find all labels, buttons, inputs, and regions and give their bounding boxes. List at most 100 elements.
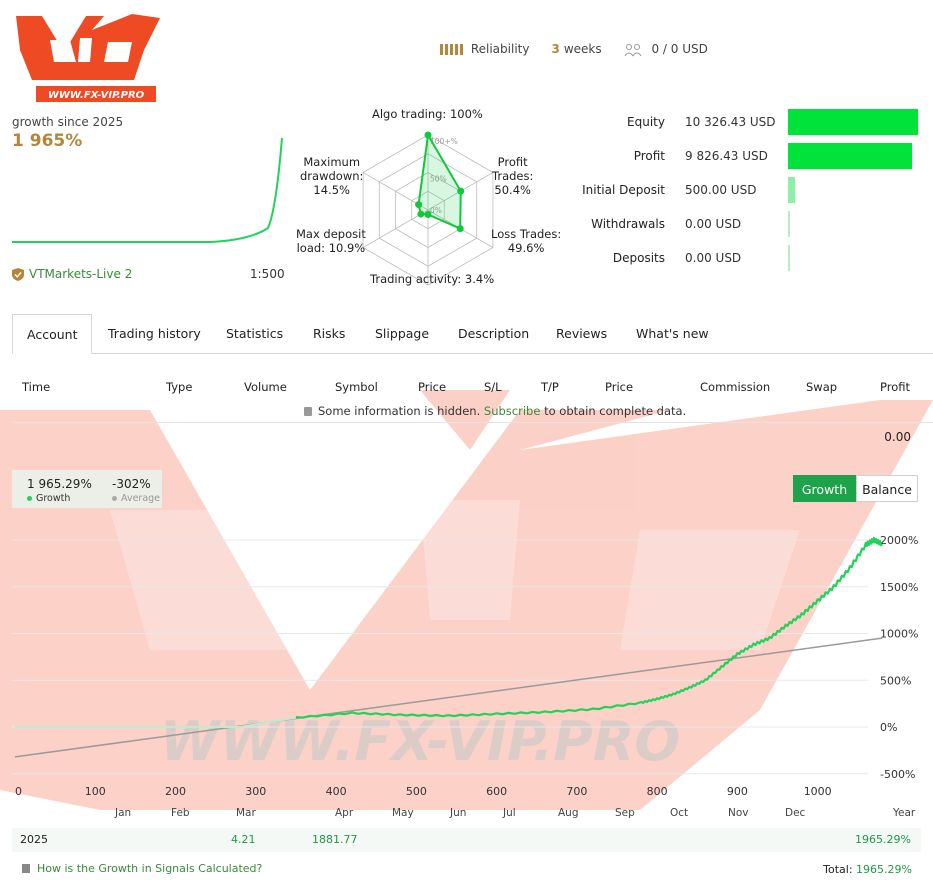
x-tick-label: 300 (245, 785, 266, 798)
account-row-value: 9 826.43 USD (685, 149, 768, 163)
tab-description[interactable]: Description (458, 326, 530, 341)
x-tick-label: 100 (85, 785, 106, 798)
month-label: Mar (236, 807, 256, 819)
column-header[interactable]: Price (418, 380, 447, 394)
footer-total: Total: 1965.29% (823, 863, 912, 876)
month-label: Oct (670, 807, 689, 819)
tab-what-s-new[interactable]: What's new (636, 326, 709, 341)
radar-chart: 100+% 50% 0% (362, 131, 494, 286)
column-header[interactable]: Profit (880, 380, 910, 394)
column-header[interactable]: Symbol (335, 380, 378, 394)
year-row: 2025 4.21 1881.77 1965.29% (12, 828, 921, 852)
radar-label-max-drawdown: Maximum drawdown: 14.5% (300, 155, 363, 197)
average-series-line (14, 637, 883, 758)
account-row-label: Withdrawals (591, 217, 665, 231)
radar-maxdd-line3: 14.5% (313, 183, 350, 197)
legend-growth[interactable]: Growth (27, 493, 70, 504)
radar-maxdep-line2: load: 10.9% (296, 241, 366, 255)
lock-icon (304, 407, 312, 416)
subscribers: 0 / 0 USD (624, 42, 708, 57)
growth-button[interactable]: Growth (793, 475, 856, 502)
tab-reviews[interactable]: Reviews (556, 326, 608, 341)
reliability-bars-icon (440, 44, 463, 56)
growth-dot-icon (27, 496, 32, 501)
x-tick-label: 600 (486, 785, 507, 798)
column-header[interactable]: Swap (806, 380, 838, 394)
account-row-bar (788, 245, 790, 271)
radar-profit-line1: Profit (497, 155, 528, 169)
legend-average-value: -302% (112, 477, 151, 491)
balance-button[interactable]: Balance (856, 475, 918, 502)
radar-point (417, 210, 425, 218)
weeks-label: weeks (563, 42, 602, 57)
growth-series-line-faint (15, 716, 297, 728)
column-header[interactable]: S/L (484, 380, 502, 394)
radar-loss-line1: Loss Trades: (491, 227, 562, 241)
legend-average[interactable]: Average (112, 493, 160, 504)
account-row-label: Initial Deposit (582, 183, 665, 197)
growth-calculation-link[interactable]: How is the Growth in Signals Calculated? (22, 862, 262, 875)
growth-chart: 2000% 1500% 1000% 500% 0% -500% 0 100 200 300 400 5… (12, 534, 918, 798)
column-header[interactable]: Type (166, 380, 193, 394)
reliability[interactable]: Reliability (440, 42, 529, 56)
chart-legend: 1 965.29% Growth -302% Average (12, 470, 162, 508)
column-header[interactable]: Price (605, 380, 634, 394)
info-icon (22, 864, 30, 873)
account-row-value: 10 326.43 USD (685, 115, 776, 129)
month-label: Jun (450, 807, 467, 819)
month-label: Aug (558, 807, 579, 819)
radar-maxdd-line1: Maximum (303, 155, 361, 169)
account-row-label: Profit (633, 149, 665, 163)
year-apr-value: 1881.77 (312, 833, 358, 846)
column-header[interactable]: Volume (244, 380, 287, 394)
month-label: Jul (503, 807, 516, 819)
y-tick-label: -500% (880, 768, 915, 781)
y-tick-label: 500% (880, 674, 911, 687)
radar-maxdep-line1: Max deposit (296, 227, 366, 241)
account-row-bar (788, 177, 795, 203)
x-tick-label: 700 (566, 785, 587, 798)
x-tick-label: 0 (15, 785, 22, 798)
month-label: Feb (171, 807, 190, 819)
radar-profit-line3: 50.4% (494, 183, 531, 197)
column-header[interactable]: Commission (700, 380, 771, 394)
account-row-bar (788, 211, 790, 237)
tab-risks[interactable]: Risks (313, 326, 346, 341)
hidden-info-note: Some information is hidden. Subscribe to… (304, 404, 686, 418)
account-row-value: 0.00 USD (685, 217, 742, 231)
tab-trading-history[interactable]: Trading history (108, 326, 201, 341)
account-row: Equity 10 326.43 USD (570, 109, 930, 135)
logo-text: WWW.FX-VIP.PRO (48, 90, 145, 101)
radar-label-algo: Algo trading: 100% (372, 107, 483, 121)
footer-total-label: Total: (823, 863, 853, 876)
legend-average-label: Average (121, 493, 161, 504)
tab-account[interactable]: Account (12, 314, 93, 354)
x-tick-label: 200 (165, 785, 186, 798)
weeks-number: 3 (551, 42, 560, 57)
subscribers-value: 0 / 0 USD (651, 42, 708, 56)
shield-check-icon (12, 267, 24, 281)
column-header[interactable]: Time (22, 380, 51, 394)
tab-statistics[interactable]: Statistics (226, 326, 284, 341)
column-header[interactable]: T/P (541, 380, 559, 394)
account-row: Withdrawals 0.00 USD (570, 211, 930, 237)
radar-point (424, 131, 432, 139)
reliability-label: Reliability (470, 42, 530, 57)
growth-since-label: growth since 2025 (12, 115, 124, 129)
account-row-label: Equity (627, 115, 665, 129)
broker-link[interactable]: VTMarkets-Live 2 (12, 267, 132, 281)
tab-slippage[interactable]: Slippage (375, 326, 430, 341)
subscribe-link[interactable]: Subscribe (483, 404, 541, 418)
account-row-bar (788, 143, 912, 169)
y-tick-label: 1000% (880, 628, 918, 641)
month-label: May (392, 807, 414, 819)
footer-link-text: How is the Growth in Signals Calculated? (37, 862, 263, 875)
account-row-bar (788, 109, 918, 135)
month-label: Year (893, 807, 916, 819)
radar-ring-label: 100+% (430, 137, 458, 146)
account-row-label: Deposits (612, 251, 665, 265)
radar-label-profit-trades: Profit Trades: 50.4% (492, 155, 533, 197)
month-label: Apr (335, 807, 354, 819)
broker-name: VTMarkets-Live 2 (29, 267, 133, 281)
y-tick-label: 1500% (880, 581, 918, 594)
